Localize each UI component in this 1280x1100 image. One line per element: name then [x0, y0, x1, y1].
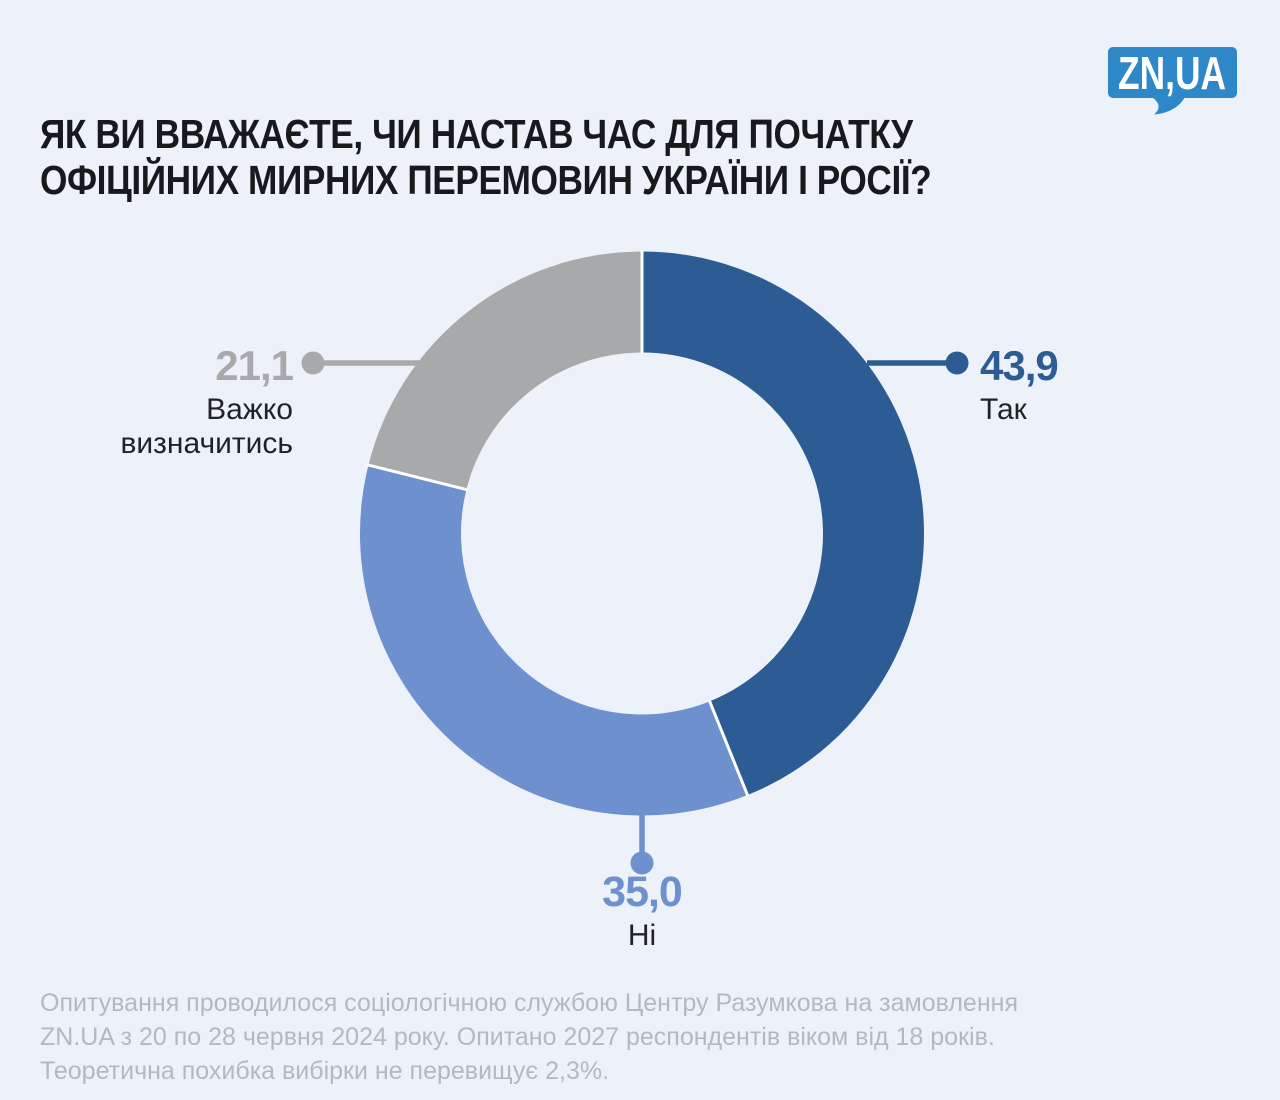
category-yes: Так	[980, 393, 1027, 426]
title-line-1: ЯК ВИ ВВАЖАЄТЕ, ЧИ НАСТАВ ЧАС ДЛЯ ПОЧАТК…	[40, 111, 913, 157]
logo-bubble-tail	[1152, 97, 1185, 115]
value-no: 35,0	[602, 868, 683, 916]
donut-segment-2	[368, 251, 642, 490]
value-hard-to-say: 21,1	[215, 342, 294, 389]
value-yes: 43,9	[980, 342, 1059, 389]
callout-dot-no	[630, 851, 654, 875]
donut-segment-0	[642, 251, 925, 796]
page-title: ЯК ВИ ВВАЖАЄТЕ, ЧИ НАСТАВ ЧАС ДЛЯ ПОЧАТК…	[40, 111, 932, 203]
callout-dot-yes	[945, 351, 969, 375]
logo-bubble	[1108, 47, 1237, 98]
category-no: Ні	[627, 919, 657, 952]
footer-line-3: Теоретична похибка вибірки не перевищує …	[40, 1057, 610, 1085]
footer-line-2: ZN.UA з 20 по 28 червня 2024 року. Опита…	[40, 1023, 995, 1051]
donut-segment-1	[359, 465, 748, 816]
segment-divider-2	[367, 463, 468, 492]
callout-dot-hard-to-say	[301, 351, 325, 375]
callout-label-no: 35,0 Ні	[602, 868, 683, 953]
logo-text: ZN,UA	[1118, 47, 1226, 99]
footer-note: Опитування проводилося соціологічною слу…	[40, 986, 1018, 1088]
category-hard-line-1: Важко	[206, 393, 293, 426]
callout-label-yes: 43,9 Так	[980, 342, 1059, 427]
zn-ua-logo: ZN,UA	[1108, 47, 1237, 115]
segment-divider-1	[707, 699, 750, 797]
footer-line-1: Опитування проводилося соціологічною слу…	[40, 989, 1018, 1017]
title-line-2: ОФІЦІЙНИХ МИРНИХ ПЕРЕМОВИН УКРАЇНИ І РОС…	[40, 157, 932, 203]
category-hard-line-2: визначитись	[120, 427, 293, 460]
callout-label-hard-to-say: 21,1 Важко визначитись	[120, 342, 294, 461]
category-hard-to-say: Важко визначитись	[120, 393, 293, 461]
